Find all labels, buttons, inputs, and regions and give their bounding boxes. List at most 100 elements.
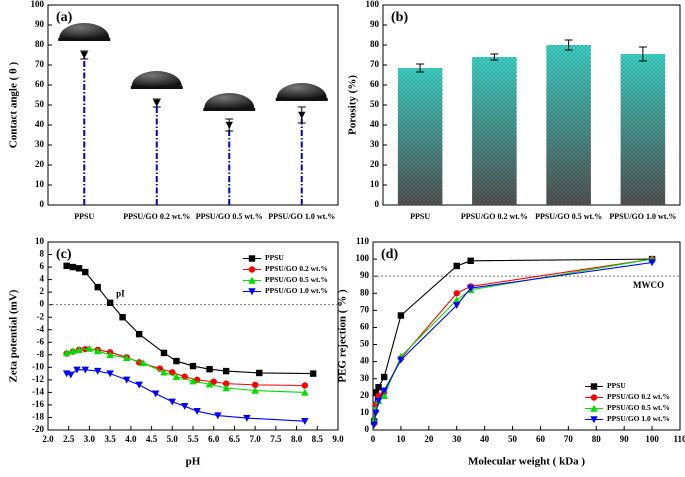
marker bbox=[135, 330, 143, 338]
legend-label: PPSU/GO 0.2 wt.% bbox=[607, 392, 670, 401]
panel: 0 10 20 30 40 50 60 70 80 90 100 (a) Contact angle (… bbox=[8, 0, 339, 221]
x-tick-label: 60 bbox=[536, 434, 546, 444]
y-tick-label: 40 bbox=[35, 119, 45, 129]
legend-label: PPSU/GO 0.2 wt.% bbox=[265, 264, 328, 273]
y-axis-label: Porosity (%) bbox=[347, 75, 359, 135]
legend: PPSU PPSU/GO 0.2 wt.% PPSU/GO 0.5 wt.% PPSU… bbox=[585, 381, 670, 423]
marker bbox=[73, 366, 81, 374]
plot-frame bbox=[47, 241, 339, 431]
x-tick-label: 9.0 bbox=[332, 434, 344, 444]
x-tick-label: 7.5 bbox=[270, 434, 282, 444]
y-tick-label: 50 bbox=[35, 99, 45, 109]
marker bbox=[189, 362, 197, 370]
x-tick-label: 2.5 bbox=[63, 434, 75, 444]
y-tick-label: 80 bbox=[35, 39, 45, 49]
legend-label: PPSU/GO 0.5 wt.% bbox=[607, 403, 670, 412]
x-tick-label: 110 bbox=[673, 434, 685, 444]
marker bbox=[81, 366, 89, 374]
plot-frame bbox=[382, 4, 681, 206]
y-tick-label: -4 bbox=[37, 324, 45, 334]
bar-hatch bbox=[546, 45, 591, 205]
marker bbox=[466, 284, 475, 292]
x-tick-label: PPSU bbox=[74, 212, 94, 221]
marker bbox=[380, 392, 388, 400]
substrate bbox=[203, 108, 256, 111]
x-axis-label: Molecular weight ( kDa ) bbox=[468, 456, 585, 468]
y-tick-label: 30 bbox=[35, 139, 45, 149]
x-tick-label: 5.0 bbox=[167, 434, 179, 444]
marker bbox=[106, 299, 114, 306]
y-tick-label: 110 bbox=[356, 236, 370, 246]
legend-label: PPSU/GO 1.0 wt.% bbox=[607, 414, 670, 423]
marker bbox=[119, 314, 126, 321]
marker bbox=[453, 302, 461, 309]
y-tick-label: 10 bbox=[360, 407, 370, 417]
series-line bbox=[66, 348, 305, 387]
y-tick-label: 60 bbox=[370, 79, 380, 89]
marker bbox=[69, 263, 77, 271]
y-tick-label: 10 bbox=[370, 179, 380, 189]
y-tick-label: 20 bbox=[35, 159, 45, 169]
y-tick-label: 100 bbox=[356, 253, 370, 263]
marker bbox=[248, 266, 256, 273]
y-tick-label: 60 bbox=[35, 79, 45, 89]
legend-label: PPSU/GO 0.5 wt.% bbox=[265, 275, 328, 284]
marker bbox=[222, 384, 230, 392]
marker bbox=[173, 357, 180, 365]
x-tick-label: 3.5 bbox=[105, 434, 117, 444]
marker bbox=[251, 386, 259, 394]
y-tick-label: 4 bbox=[40, 274, 45, 284]
x-tick-label: PPSU/GO 0.2 wt.% bbox=[461, 212, 528, 221]
panel-label: (d) bbox=[381, 247, 398, 262]
x-tick-label: PPSU/GO 0.5 wt.% bbox=[535, 212, 602, 221]
marker bbox=[193, 408, 201, 415]
panel-label: (b) bbox=[391, 10, 408, 25]
y-tick-label: 80 bbox=[370, 39, 380, 49]
marker bbox=[222, 380, 230, 387]
marker bbox=[590, 394, 598, 401]
y-axis-label: Zeta potential (mV) bbox=[8, 289, 20, 382]
x-tick-label: 2.0 bbox=[42, 434, 54, 444]
marker bbox=[309, 370, 317, 377]
marker bbox=[62, 349, 71, 357]
y-tick-label: 50 bbox=[370, 99, 380, 109]
panel: 0 10 20 30 40 50 60 70 80 90 100 110 0 10 20 30 40 50 60 70… bbox=[337, 236, 685, 467]
x-tick-label: 8.0 bbox=[291, 434, 303, 444]
marker bbox=[75, 265, 83, 272]
y-tick-label: 8 bbox=[40, 249, 45, 259]
y-tick-label: -10 bbox=[32, 361, 44, 371]
plot-frame bbox=[47, 4, 339, 206]
droplet bbox=[59, 23, 110, 38]
bar-hatch bbox=[620, 54, 666, 205]
marker bbox=[248, 276, 256, 284]
marker bbox=[248, 288, 256, 296]
substrate bbox=[130, 86, 183, 89]
marker bbox=[139, 359, 147, 367]
y-tick-label: 0 bbox=[40, 199, 45, 209]
marker bbox=[590, 416, 598, 424]
bar-hatch bbox=[472, 57, 517, 205]
x-tick-label: PPSU/GO 0.5 wt.% bbox=[196, 212, 263, 221]
y-tick-label: 2 bbox=[40, 286, 45, 296]
marker bbox=[222, 367, 230, 375]
y-tick-label: -6 bbox=[37, 336, 45, 346]
y-tick-label: 30 bbox=[360, 373, 370, 383]
y-tick-label: -2 bbox=[37, 311, 45, 321]
marker bbox=[370, 421, 378, 429]
y-tick-label: 100 bbox=[31, 0, 45, 9]
y-tick-label: 90 bbox=[370, 19, 380, 29]
marker bbox=[453, 262, 460, 270]
y-tick-label: 50 bbox=[360, 339, 370, 349]
x-tick-label: 4.0 bbox=[125, 434, 137, 444]
x-tick-label: 50 bbox=[508, 434, 518, 444]
y-tick-label: 60 bbox=[360, 322, 370, 332]
marker bbox=[380, 373, 388, 381]
y-tick-label: -8 bbox=[37, 349, 45, 359]
marker bbox=[160, 349, 168, 357]
marker bbox=[152, 390, 160, 398]
marker bbox=[168, 398, 176, 406]
x-tick-label: 3.0 bbox=[84, 434, 96, 444]
marker bbox=[251, 381, 259, 389]
legend-label: PPSU bbox=[265, 253, 284, 262]
y-tick-label: 90 bbox=[360, 270, 370, 280]
